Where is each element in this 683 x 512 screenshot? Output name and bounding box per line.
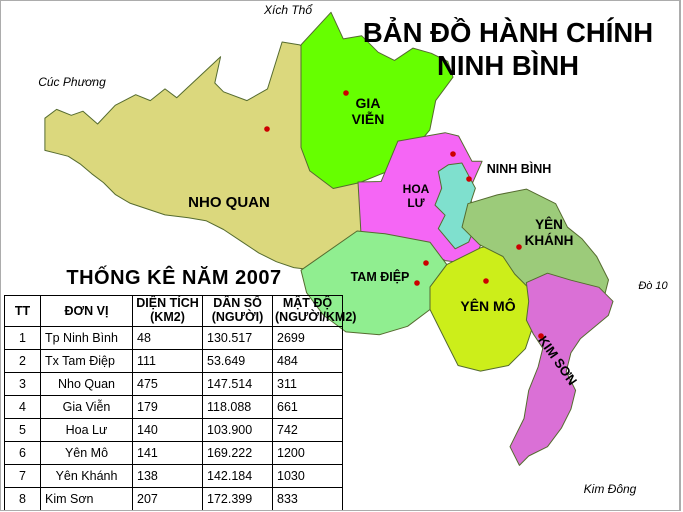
svg-text:Kim Đông: Kim Đông: [584, 482, 637, 496]
svg-text:NINH BÌNH: NINH BÌNH: [487, 161, 552, 176]
svg-text:LƯ: LƯ: [407, 196, 424, 210]
svg-text:GIA: GIA: [356, 95, 381, 111]
svg-text:KHÁNH: KHÁNH: [525, 233, 574, 248]
svg-text:VIỄN: VIỄN: [352, 111, 385, 127]
svg-text:HOA: HOA: [403, 182, 430, 196]
svg-text:Xích Thổ: Xích Thổ: [263, 3, 313, 17]
svg-text:NHO QUAN: NHO QUAN: [188, 194, 270, 211]
svg-text:BẢN ĐỒ HÀNH CHÍNH: BẢN ĐỒ HÀNH CHÍNH: [363, 16, 653, 48]
svg-text:Đò 10: Đò 10: [638, 280, 668, 292]
svg-text:TAM ĐIỆP: TAM ĐIỆP: [351, 269, 410, 284]
svg-text:NINH BÌNH: NINH BÌNH: [437, 50, 579, 81]
svg-text:YÊN: YÊN: [535, 217, 563, 232]
svg-text:Cúc Phương: Cúc Phương: [38, 75, 106, 89]
svg-text:YÊN MÔ: YÊN MÔ: [460, 297, 515, 314]
